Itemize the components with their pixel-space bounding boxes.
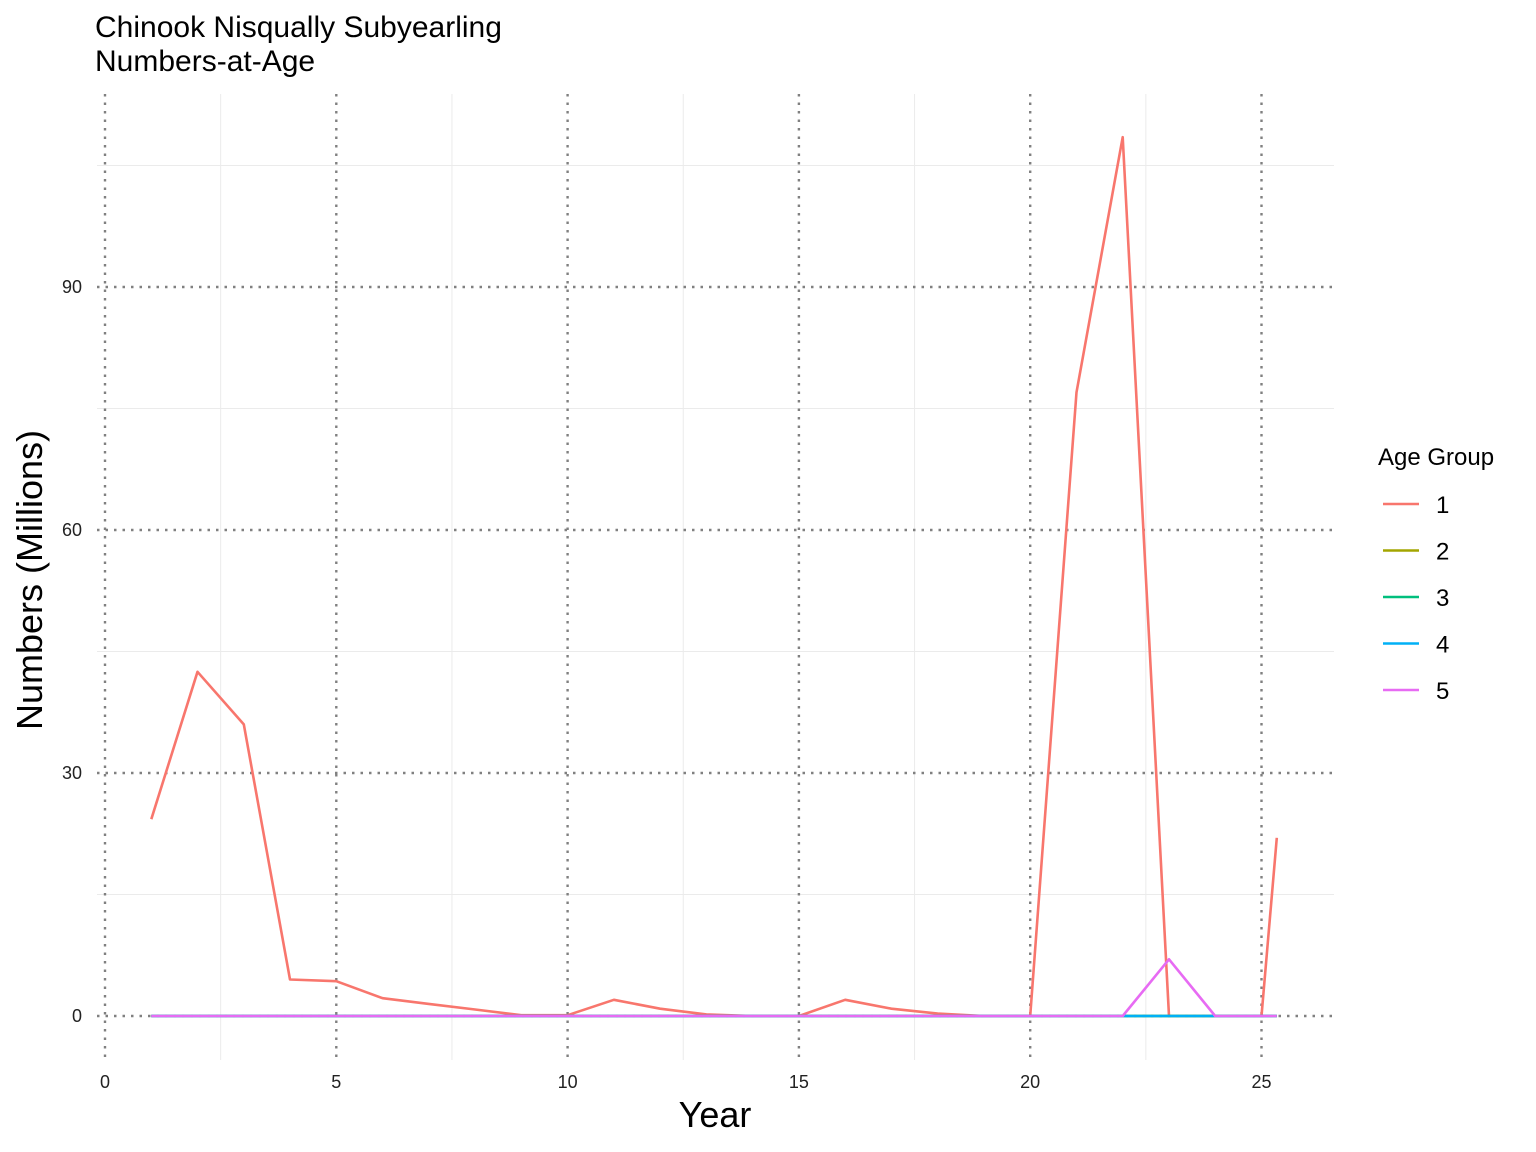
legend: Age Group 1 2 3 4 5 <box>1378 444 1494 705</box>
y-tick-label: 30 <box>62 763 82 783</box>
y-tick-label: 60 <box>62 520 82 540</box>
y-tick-label: 0 <box>72 1006 82 1026</box>
legend-label-1: 1 <box>1436 492 1449 519</box>
y-axis-title: Numbers (Millions) <box>9 430 50 730</box>
x-tick-label: 15 <box>789 1072 809 1092</box>
chart-title-line-1: Chinook Nisqually Subyearling <box>95 11 502 44</box>
x-tick-label: 5 <box>331 1072 341 1092</box>
series-line-5 <box>151 957 1277 1018</box>
tick-labels: 0 5 10 15 20 25 0 30 60 90 <box>62 277 1272 1092</box>
grid <box>97 94 1334 1060</box>
x-tick-label: 0 <box>100 1072 110 1092</box>
series-line-1 <box>150 135 1279 1018</box>
x-tick-label: 20 <box>1020 1072 1040 1092</box>
legend-label-2: 2 <box>1436 539 1449 566</box>
x-axis-title: Year <box>679 1094 752 1135</box>
legend-label-4: 4 <box>1436 632 1449 659</box>
legend-items: 1 2 3 4 5 <box>1383 492 1449 705</box>
chart-title-line-2: Numbers-at-Age <box>95 45 315 78</box>
x-tick-label: 10 <box>558 1072 578 1092</box>
series-lines <box>150 135 1279 1018</box>
legend-label-3: 3 <box>1436 585 1449 612</box>
legend-label-5: 5 <box>1436 678 1449 705</box>
y-tick-label: 90 <box>62 277 82 297</box>
x-tick-label: 25 <box>1251 1072 1271 1092</box>
legend-title: Age Group <box>1378 444 1494 471</box>
